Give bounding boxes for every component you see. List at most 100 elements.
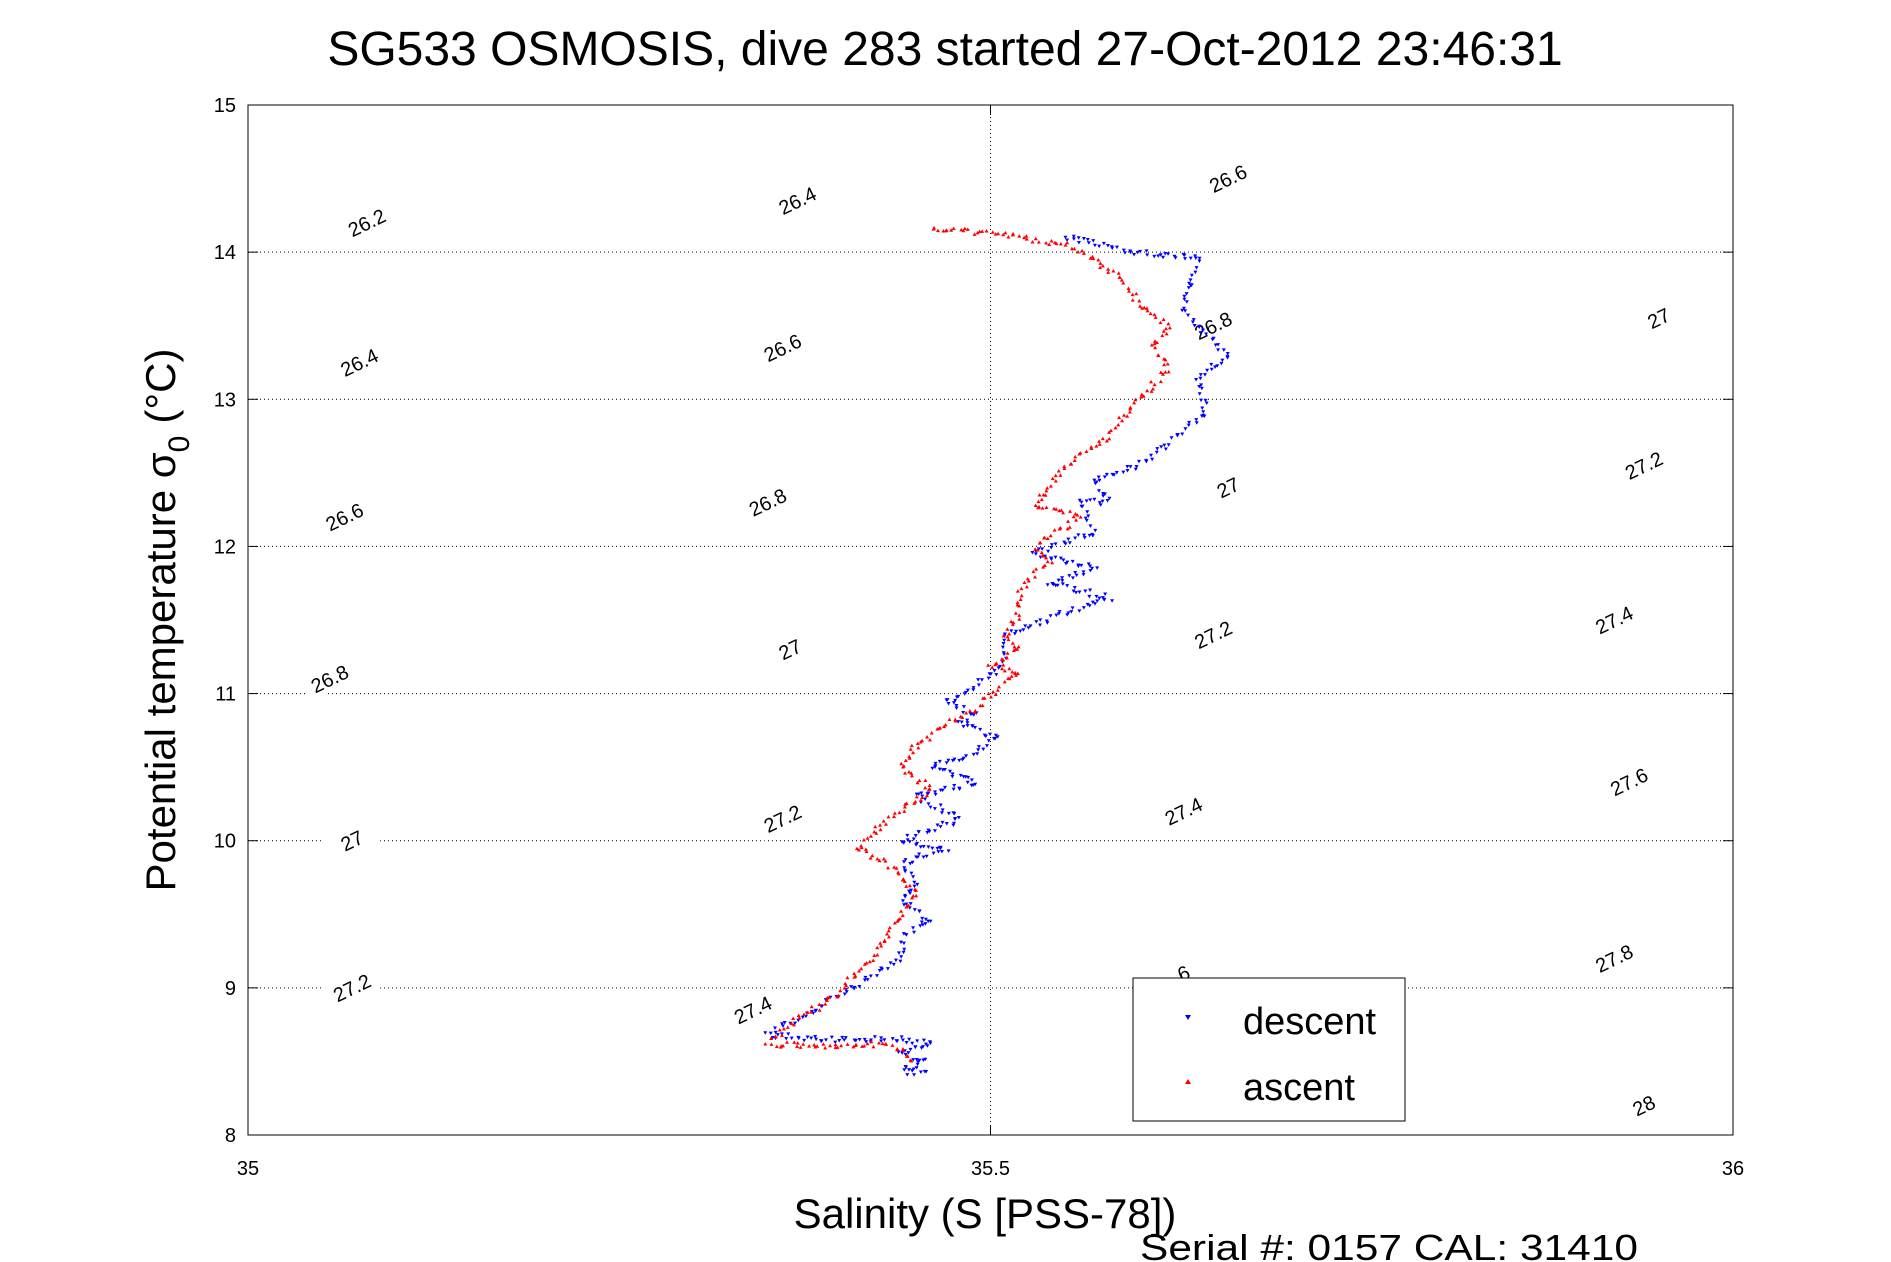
descent-point — [907, 1037, 912, 1042]
y-axis-label-main: Potential temperature σ — [137, 452, 184, 891]
descent-point — [937, 845, 942, 850]
y-tick-label: 11 — [215, 684, 236, 706]
ascent-point — [1073, 454, 1078, 459]
descent-point — [1073, 570, 1078, 575]
descent-point — [1000, 645, 1005, 650]
legend-entry-ascent: ascent — [1185, 1067, 1355, 1109]
ascent-point — [1116, 271, 1121, 275]
ascent-point — [1130, 298, 1135, 302]
descent-point — [1076, 240, 1081, 245]
descent-point — [950, 774, 955, 779]
descent-point — [1154, 450, 1159, 455]
ascent-point — [920, 795, 925, 799]
descent-point — [1053, 542, 1058, 546]
descent-point — [1071, 234, 1076, 239]
descent-point — [899, 955, 904, 959]
ascent-point — [912, 801, 917, 805]
descent-point — [938, 788, 943, 793]
ascent-point — [792, 1040, 797, 1044]
descent-point — [932, 829, 937, 833]
ascent-point — [1048, 533, 1053, 538]
ascent-point — [1024, 584, 1029, 589]
descent-point — [1038, 618, 1043, 622]
ascent-point — [1058, 241, 1063, 246]
descent-point — [1082, 536, 1087, 540]
descent-point — [900, 1038, 905, 1042]
ascent-point — [1002, 679, 1007, 684]
descent-point — [1149, 453, 1154, 458]
descent-point — [979, 678, 984, 682]
descent-point — [1128, 465, 1133, 469]
ascent-point — [1007, 631, 1012, 636]
ascent-point — [1152, 339, 1157, 343]
descent-point — [1087, 604, 1092, 608]
ascent-point — [1076, 250, 1081, 254]
descent-point — [945, 698, 950, 702]
descent-point — [901, 932, 906, 936]
descent-point — [914, 843, 919, 847]
ascent-point — [1053, 478, 1058, 483]
ascent-point — [1098, 261, 1103, 265]
descent-point — [1189, 283, 1194, 287]
descent-point — [896, 1050, 901, 1054]
ascent-point — [918, 798, 923, 802]
descent-point — [986, 739, 991, 743]
ascent-point — [1128, 405, 1133, 410]
descent-point — [1102, 475, 1107, 479]
descent-point — [1097, 501, 1102, 505]
descent-point — [1125, 465, 1130, 469]
descent-point — [908, 902, 913, 906]
contour-label-background — [723, 986, 782, 1033]
ascent-point — [926, 787, 931, 792]
descent-point — [1225, 354, 1230, 359]
descent-point — [1215, 364, 1220, 368]
ascent-point — [1167, 325, 1172, 330]
ascent-point — [1107, 436, 1112, 441]
descent-point — [1181, 306, 1186, 311]
descent-point — [1065, 560, 1070, 565]
ascent-point — [990, 230, 995, 234]
descent-point — [1018, 629, 1023, 633]
ascent-point — [838, 988, 843, 993]
descent-point — [918, 845, 923, 849]
descent-point — [1201, 328, 1206, 333]
descent-point — [1076, 236, 1081, 240]
ascent-point — [878, 823, 883, 827]
descent-point — [965, 718, 970, 723]
descent-point — [1080, 504, 1085, 509]
ascent-point — [949, 228, 954, 232]
descent-point — [1090, 566, 1095, 571]
descent-point — [789, 1036, 794, 1041]
ascent-point — [1017, 617, 1022, 621]
descent-point — [1067, 541, 1072, 545]
descent-point — [921, 1038, 926, 1043]
descent-point — [1009, 629, 1014, 633]
ascent-point — [823, 1045, 828, 1050]
contour-label-background — [322, 963, 381, 1010]
descent-point — [957, 787, 962, 792]
ascent-point — [1006, 234, 1011, 239]
ascent-point — [817, 1002, 822, 1006]
descent-point — [1105, 244, 1110, 248]
ascent-point — [906, 903, 911, 908]
descent-point — [877, 968, 882, 973]
descent-point — [971, 713, 976, 717]
ascent-point — [1160, 372, 1165, 376]
ascent-point — [924, 793, 929, 798]
descent-point — [852, 987, 857, 991]
ascent-point — [879, 943, 884, 948]
descent-point — [1084, 518, 1089, 523]
ascent-point — [854, 846, 859, 851]
descent-point — [952, 784, 957, 788]
descent-point — [1092, 478, 1097, 483]
descent-point — [1085, 238, 1090, 242]
ascent-point — [1166, 321, 1171, 326]
ascent-point — [958, 714, 963, 719]
ascent-point — [1047, 242, 1052, 247]
descent-point — [1109, 245, 1114, 249]
ascent-point — [1006, 637, 1011, 642]
descent-point — [843, 1036, 848, 1040]
ascent-point — [864, 849, 869, 854]
ascent-point — [781, 1043, 786, 1048]
